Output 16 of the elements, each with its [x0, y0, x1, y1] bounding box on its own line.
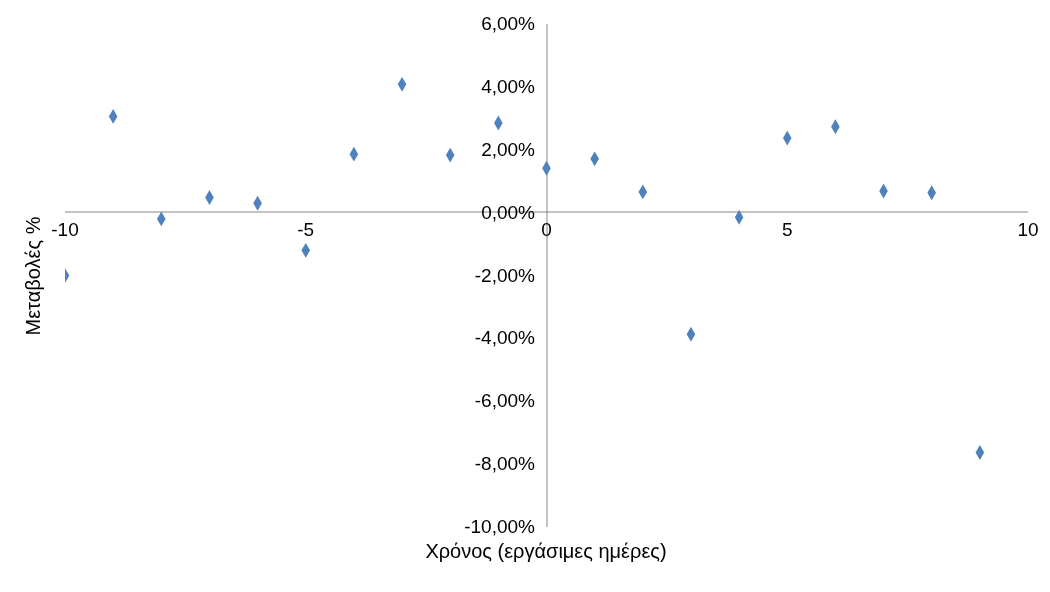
x-tick-label: -5 [297, 219, 315, 240]
x-tick-label: 5 [781, 219, 793, 240]
y-tick-label: -2,00% [474, 264, 536, 286]
x-tick-label: -10 [51, 219, 79, 240]
y-tick-label: -8,00% [474, 453, 536, 475]
y-tick-label: 0,00% [481, 201, 536, 223]
x-tick-label: 0 [541, 219, 552, 240]
x-axis-title: Χρόνος (εργάσιμες ημέρες) [424, 540, 668, 563]
x-tick-label: 10 [1017, 219, 1039, 240]
y-axis-title: Μεταβολές % [22, 216, 45, 336]
y-tick-label: -4,00% [474, 327, 536, 349]
y-tick-label: 6,00% [481, 13, 536, 34]
y-tick-label: 2,00% [481, 138, 536, 160]
y-tick-label: -10,00% [464, 516, 536, 537]
y-tick-label: -6,00% [474, 390, 536, 412]
y-tick-label: 4,00% [481, 75, 536, 97]
